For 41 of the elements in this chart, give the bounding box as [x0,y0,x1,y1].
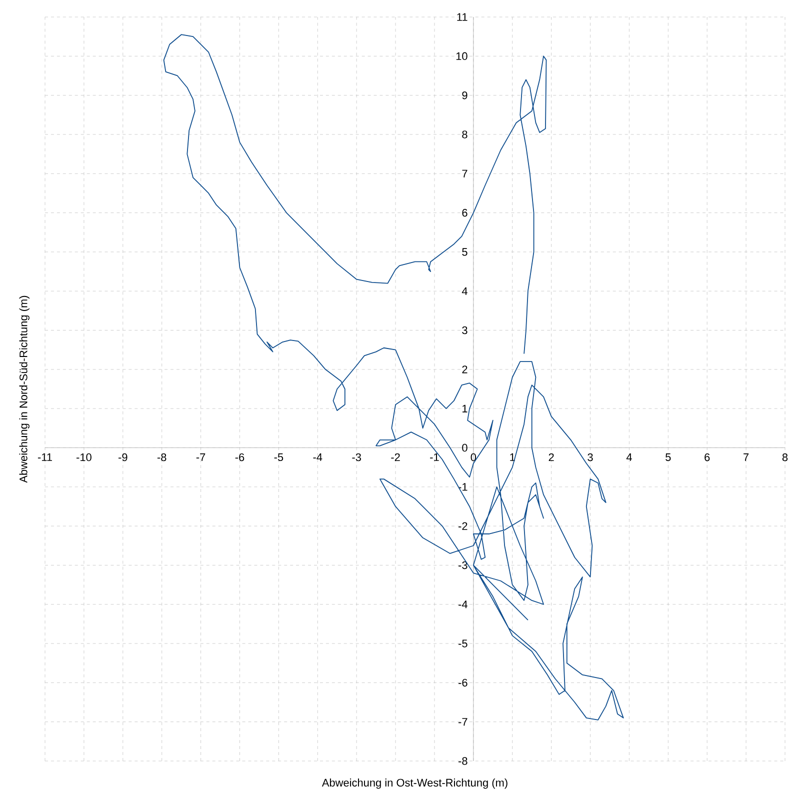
y-tick-label: 8 [462,130,468,138]
y-tick-label: 1 [462,404,468,412]
x-tick-label: -3 [352,453,361,462]
x-tick-label: 2 [548,453,554,462]
y-tick-label: 11 [457,13,468,21]
y-axis-title: Abweichung in Nord-Süd-Richtung (m) [19,296,30,483]
x-tick-label: 4 [626,453,632,461]
x-axis-title: Abweichung in Ost-West-Richtung (m) [322,778,508,789]
y-tick-label: -5 [458,640,468,648]
x-tick-label: 0 [470,453,476,462]
x-tick-label: -7 [196,453,206,461]
y-tick-label: 0 [462,444,468,452]
x-tick-label: 5 [666,453,671,462]
x-tick-label: 6 [704,453,710,462]
x-tick-label: -9 [118,453,128,462]
y-tick-label: -6 [458,678,468,687]
y-tick-label: 3 [462,326,468,334]
y-tick-label: -2 [458,522,468,530]
x-tick-label: 3 [588,453,593,462]
y-tick-label: 7 [462,170,468,178]
x-tick-label: -1 [430,453,439,461]
x-tick-label: 7 [744,453,749,461]
y-tick-label: -7 [458,718,468,726]
y-tick-label: -1 [458,483,468,491]
x-tick-label: -4 [313,453,322,461]
x-tick-label: 8 [782,453,788,462]
x-tick-label: -5 [274,453,284,462]
x-tick-label: 1 [510,453,515,461]
x-tick-label: -2 [391,453,400,462]
y-tick-label: -8 [458,757,468,765]
x-tick-label: -11 [38,453,52,461]
y-tick-label: 2 [462,366,468,374]
x-tick-label: -6 [235,453,244,462]
y-tick-label: 4 [462,287,468,295]
y-tick-label: 9 [462,91,468,100]
y-tick-label: 6 [462,208,468,217]
x-tick-label: -8 [157,453,166,462]
x-tick-label: -10 [76,453,92,462]
y-tick-label: 10 [456,52,468,60]
y-tick-label: 5 [462,248,468,256]
y-tick-label: -4 [458,600,468,608]
